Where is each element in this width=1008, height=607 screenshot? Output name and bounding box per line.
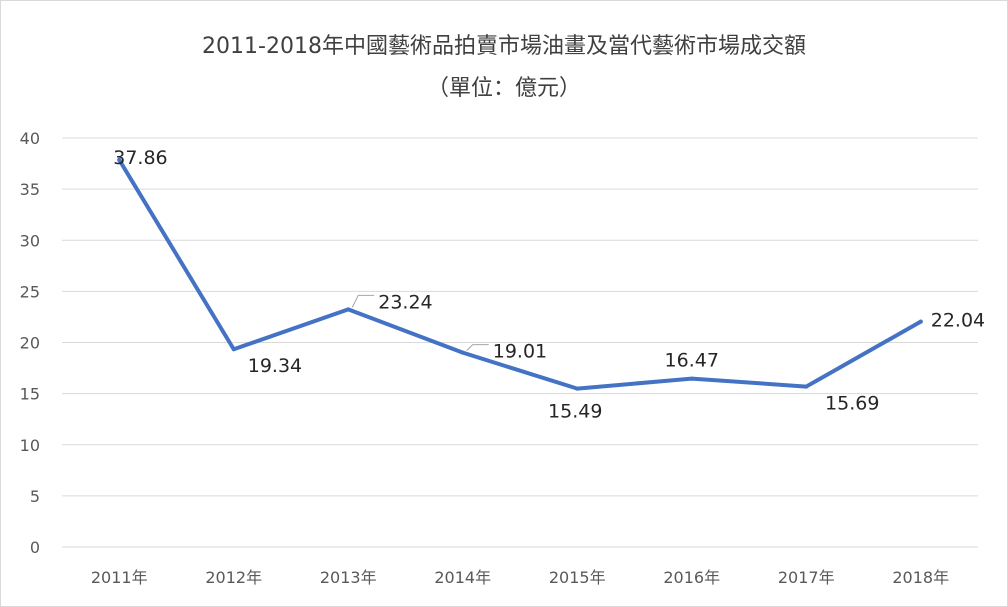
x-tick-label: 2012年 [205,568,262,587]
x-tick-label: 2011年 [91,568,148,587]
data-label: 15.49 [548,401,602,423]
data-point [117,157,122,162]
y-tick-label: 40 [20,129,40,148]
x-tick-label: 2018年 [892,568,949,587]
chart-title: 2011-2018年中國藝術品拍賣市場油畫及當代藝術市場成交額 [202,34,806,59]
data-point [689,376,694,381]
data-point [346,307,351,312]
x-tick-label: 2017年 [778,568,835,587]
data-point [918,319,923,324]
data-label: 16.47 [665,350,719,372]
x-tick-label: 2014年 [434,568,491,587]
x-tick-label: 2013年 [320,568,377,587]
chart-subtitle: （單位：億元） [426,76,581,101]
y-tick-label: 5 [30,487,40,506]
y-tick-label: 35 [20,180,40,199]
y-tick-label: 30 [20,231,40,250]
y-tick-label: 15 [20,385,40,404]
data-label: 22.04 [931,310,985,332]
data-point [804,384,809,389]
y-tick-label: 25 [20,282,40,301]
data-point [231,347,236,352]
x-tick-label: 2016年 [663,568,720,587]
data-point [460,350,465,355]
data-label: 37.86 [113,147,167,169]
data-label-leader [351,294,375,308]
data-label-leader [466,344,489,351]
y-tick-label: 10 [20,436,40,455]
series-line [117,157,923,391]
data-label: 23.24 [378,291,432,313]
y-tick-label: 0 [30,538,40,557]
data-label: 19.01 [493,341,547,363]
data-label: 15.69 [825,393,879,415]
data-point [575,386,580,391]
y-tick-label: 20 [20,334,40,353]
data-label: 19.34 [248,355,302,377]
x-tick-label: 2015年 [549,568,606,587]
